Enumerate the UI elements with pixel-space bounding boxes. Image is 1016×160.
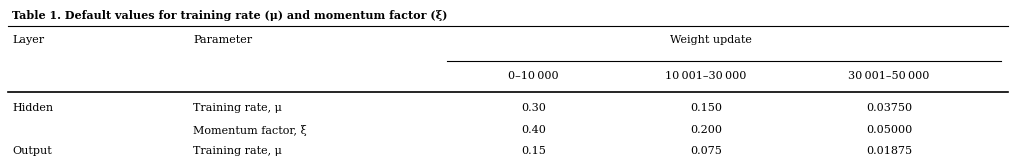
Text: Table 1. Default values for training rate (μ) and momentum factor (ξ): Table 1. Default values for training rat… (12, 10, 448, 21)
Text: 0.05000: 0.05000 (866, 125, 912, 135)
Text: 10 001–30 000: 10 001–30 000 (665, 71, 747, 81)
Text: Momentum factor, ξ: Momentum factor, ξ (193, 125, 307, 136)
Text: 0.200: 0.200 (690, 125, 722, 135)
Text: 0.40: 0.40 (521, 125, 546, 135)
Text: 0.150: 0.150 (690, 103, 722, 113)
Text: 0.15: 0.15 (521, 146, 546, 156)
Text: Hidden: Hidden (12, 103, 53, 113)
Text: 0.30: 0.30 (521, 103, 546, 113)
Text: 30 001–50 000: 30 001–50 000 (848, 71, 930, 81)
Text: Training rate, μ: Training rate, μ (193, 146, 281, 156)
Text: 0–10 000: 0–10 000 (508, 71, 559, 81)
Text: Output: Output (12, 146, 52, 156)
Text: Training rate, μ: Training rate, μ (193, 103, 281, 113)
Text: 0.01875: 0.01875 (866, 146, 912, 156)
Text: Parameter: Parameter (193, 35, 252, 45)
Text: 0.075: 0.075 (690, 146, 722, 156)
Text: Layer: Layer (12, 35, 45, 45)
Text: 0.03750: 0.03750 (866, 103, 912, 113)
Text: Weight update: Weight update (671, 35, 752, 45)
